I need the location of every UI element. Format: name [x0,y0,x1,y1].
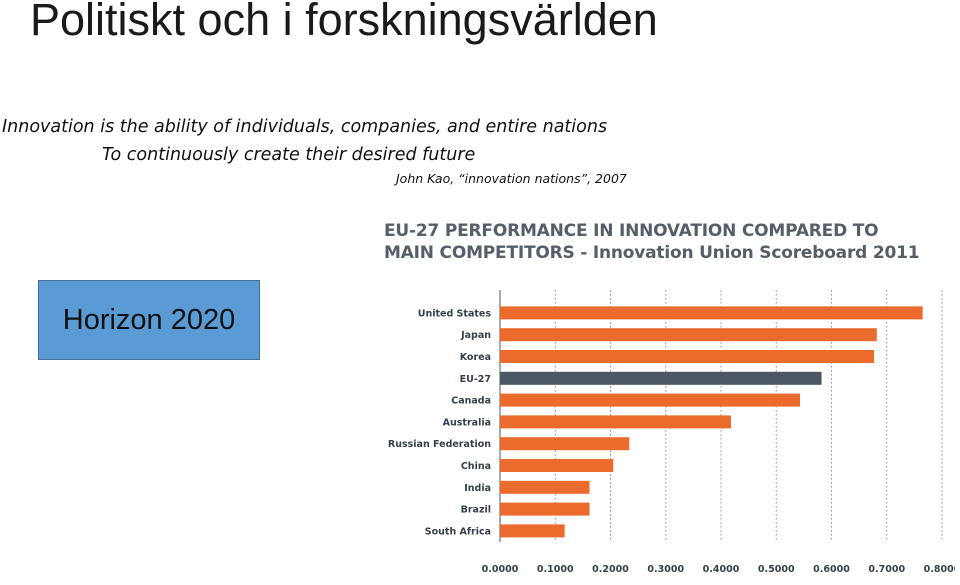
chart-title: EU-27 PERFORMANCE IN INNOVATION COMPARED… [384,220,920,264]
quote-line-2: To continuously create their desired fut… [102,145,476,165]
quote-line-1: Innovation is the ability of individuals… [2,117,608,137]
bar [500,393,801,407]
x-tick-label: 0.8000 [924,564,955,575]
x-tick-label: 0.2000 [592,564,629,575]
category-label: India [464,483,491,494]
bar [500,480,590,494]
bar [500,437,630,451]
x-tick-label: 0.3000 [647,564,684,575]
horizon-2020-box[interactable]: Horizon 2020 [38,280,260,360]
bar [500,371,822,385]
slide-title: Politiskt och i forskningsvärlden [30,0,658,45]
bar [500,459,614,472]
category-label: South Africa [425,526,491,537]
category-label: China [461,461,491,472]
bar [500,306,923,320]
category-label: Canada [451,396,491,407]
x-tick-label: 0.7000 [868,564,905,575]
x-tick-label: 0.4000 [703,564,740,575]
bar [500,502,590,516]
category-label: Australia [443,417,491,428]
bar [500,350,875,363]
category-label: Brazil [461,505,491,516]
x-tick-label: 0.6000 [813,564,850,575]
x-tick-label: 0.1000 [537,564,574,575]
x-tick-label: 0.5000 [758,564,795,575]
bar [500,524,565,538]
category-label: EU-27 [460,374,491,385]
chart-title-line-1: EU-27 PERFORMANCE IN INNOVATION COMPARED… [384,221,879,241]
category-label: Korea [460,352,491,363]
category-label: United States [418,308,492,319]
quote-attribution: John Kao, “innovation nations”, 2007 [396,171,627,186]
bar [500,328,877,342]
horizon-2020-label: Horizon 2020 [62,303,236,336]
bar [500,415,731,429]
x-tick-label: 0.0000 [482,564,519,575]
chart-title-line-2: MAIN COMPETITORS - Innovation Union Scor… [384,243,920,263]
category-label: Japan [460,330,491,341]
category-label: Russian Federation [388,439,491,450]
innovation-bar-chart: 0.0000 0.1000 0.2000 0.3000 0.4000 0.5000 0.60… [388,290,955,575]
